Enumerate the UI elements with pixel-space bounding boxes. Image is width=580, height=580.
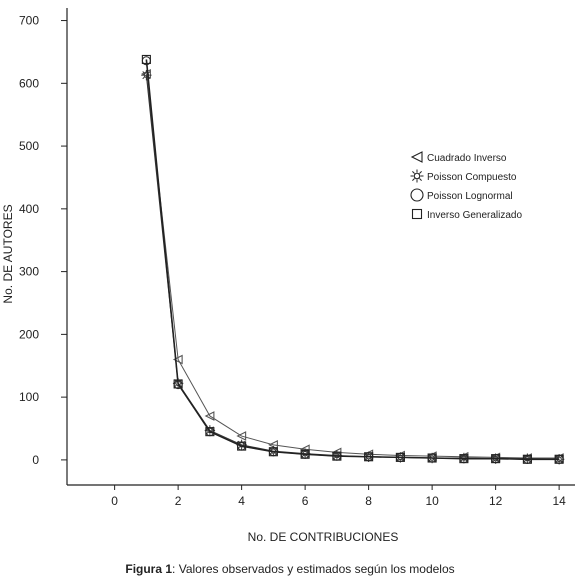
legend-label: Cuadrado Inverso	[427, 153, 507, 164]
data-point	[141, 54, 151, 65]
marker-shape	[364, 452, 374, 462]
marker-shape	[413, 172, 421, 180]
legend-item: Inverso Generalizado	[411, 208, 522, 221]
marker-shape	[459, 454, 469, 464]
series-line	[145, 59, 560, 461]
data-point	[427, 453, 437, 463]
marker-ray	[142, 71, 145, 74]
marker-shape	[268, 447, 278, 457]
y-tick-label: 200	[19, 327, 39, 341]
x-tick-label: 2	[175, 494, 182, 508]
data-point	[300, 449, 310, 459]
series-poisson-compuesto	[141, 69, 565, 465]
marker-shape	[554, 454, 564, 464]
data-point	[172, 354, 183, 365]
y-tick-label: 700	[19, 14, 39, 28]
data-point	[236, 431, 247, 441]
marker-shape	[237, 441, 247, 451]
y-tick-label: 400	[19, 202, 39, 216]
marker-ray	[419, 171, 422, 174]
legend: Cuadrado Inverso Poisson Compuesto Poisson…	[410, 151, 522, 221]
legend-label: Poisson Compuesto	[427, 172, 517, 183]
data-point	[554, 454, 564, 464]
marker-shape	[300, 449, 310, 459]
legend-item: Cuadrado Inverso	[410, 151, 507, 164]
marker-ray	[419, 178, 422, 181]
series-poisson-lognormal	[141, 56, 564, 464]
caption-text: : Valores observados y estimados según l…	[172, 562, 455, 576]
data-point	[332, 451, 342, 461]
legend-marker	[410, 169, 424, 183]
marker-shape	[205, 427, 215, 437]
series-line	[145, 75, 560, 460]
series-inverso-generalizado	[141, 54, 564, 464]
legend-item: Poisson Lognormal	[410, 188, 513, 202]
marker-shape	[411, 208, 423, 220]
x-tick-label: 0	[111, 494, 118, 508]
x-axis-title: No. DE CONTRIBUCIONES	[248, 530, 399, 544]
legend-marker	[410, 151, 423, 163]
x-tick-label: 14	[552, 494, 566, 508]
marker-shape	[236, 431, 247, 441]
data-point	[522, 454, 532, 464]
marker-shape	[141, 54, 151, 65]
x-tick-label: 8	[365, 494, 372, 508]
data-point	[205, 427, 215, 437]
y-tick-label: 600	[19, 76, 39, 90]
figure-caption: Figura 1: Valores observados y estimados…	[0, 562, 580, 576]
data-point	[491, 454, 501, 464]
legend-marker	[411, 208, 423, 220]
plot-area: 0 100 200 300 400 500 600 700 0 2 4 6 8 10 12 14	[19, 8, 575, 508]
y-tick-label: 500	[19, 139, 39, 153]
x-tick-label: 4	[238, 494, 245, 508]
data-point	[204, 411, 215, 421]
marker-shape	[427, 453, 437, 463]
data-point	[459, 454, 469, 464]
marker-shape	[410, 151, 423, 163]
x-tick-label: 12	[489, 494, 503, 508]
data-point	[395, 452, 405, 462]
legend-label: Poisson Lognormal	[427, 191, 513, 202]
legend-marker	[410, 188, 424, 202]
series-cuadrado-inverso	[141, 69, 564, 463]
chart: 0 100 200 300 400 500 600 700 0 2 4 6 8 10 12 14 No. DE…	[1, 8, 575, 544]
y-tick-label: 100	[19, 390, 39, 404]
marker-shape	[173, 379, 183, 389]
marker-ray	[148, 71, 151, 74]
data-point	[268, 447, 278, 457]
legend-label: Inverso Generalizado	[427, 210, 522, 221]
marker-ray	[412, 171, 415, 174]
x-tick-label: 10	[425, 494, 439, 508]
x-tick-label: 6	[302, 494, 309, 508]
caption-figure-label: Figura 1	[125, 562, 173, 576]
marker-shape	[410, 188, 424, 202]
marker-shape	[522, 454, 532, 464]
series-line	[145, 73, 560, 459]
legend-item: Poisson Compuesto	[410, 169, 517, 183]
y-tick-label: 300	[19, 265, 39, 279]
marker-shape	[204, 411, 215, 421]
data-point	[237, 441, 247, 451]
y-axis-title: No. DE AUTORES	[1, 204, 15, 303]
series-line	[145, 60, 560, 460]
marker-ray	[412, 178, 415, 181]
marker-shape	[395, 452, 405, 462]
marker-shape	[172, 354, 183, 365]
marker-shape	[491, 454, 501, 464]
marker-ray	[142, 76, 145, 80]
y-tick-label: 0	[32, 453, 39, 467]
data-point	[173, 379, 183, 389]
marker-shape	[332, 451, 342, 461]
data-point	[364, 452, 374, 462]
